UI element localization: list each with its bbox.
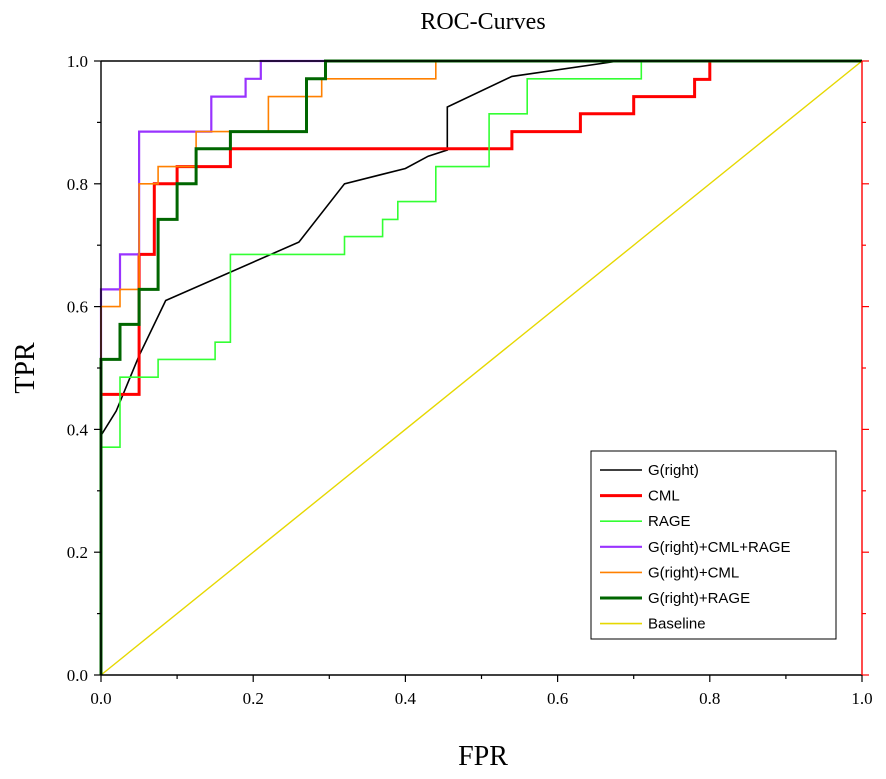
x-axis-title: FPR [458,741,508,772]
series-line-g-right [100,60,862,675]
plot-area [99,59,863,676]
x-tick-label: 0.2 [243,689,264,708]
legend: G(right) CML RAGE G(right)+CML+RAGE G(right)… [590,450,837,640]
x-tick-label: 0.0 [90,689,111,708]
y-tick-label: 0.6 [67,298,88,317]
y-tick-label: 0.4 [67,420,89,439]
legend-item-g-right: G(right) [600,462,699,479]
x-tick-label: 0.6 [547,689,568,708]
tick-labels: 0.0 0.2 0.4 0.6 0.8 1.0 0.0 0.2 0.4 0.6 0.8 1.0 [67,52,873,708]
legend-item-rage: RAGE [600,513,691,530]
y-tick-label: 0.2 [67,543,88,562]
legend-label: RAGE [648,513,691,530]
y-tick-label: 1.0 [67,52,88,71]
legend-label: CML [648,488,680,505]
legend-label: G(right)+CML [648,564,739,581]
series-line-g-right-cml-rage [99,59,862,675]
y-tick-label: 0.0 [67,666,88,685]
legend-box [590,450,837,640]
x-tick-label: 0.8 [699,689,720,708]
legend-label: G(right)+CML+RAGE [648,539,791,556]
y-axis-title: TPR [10,342,41,394]
x-tick-label: 1.0 [851,689,872,708]
legend-item-baseline: Baseline [600,616,706,633]
series-line-rage [100,60,862,675]
legend-label: Baseline [648,616,706,633]
series-line-g-right-rage [99,59,862,675]
legend-label: G(right)+RAGE [648,590,750,607]
legend-label: G(right) [648,462,699,479]
axes [94,60,869,682]
legend-item-g-right-cml: G(right)+CML [600,564,739,581]
legend-items: G(right) CML RAGE G(right)+CML+RAGE G(right)… [600,462,791,633]
legend-item-g-right-cml-rage: G(right)+CML+RAGE [600,539,791,556]
y-tick-label: 0.8 [67,175,88,194]
x-tick-label: 0.4 [395,689,417,708]
chart-title: ROC-Curves [420,9,545,35]
legend-item-cml: CML [600,488,680,505]
legend-item-g-right-rage: G(right)+RAGE [600,590,750,607]
series-line-baseline [100,60,863,676]
